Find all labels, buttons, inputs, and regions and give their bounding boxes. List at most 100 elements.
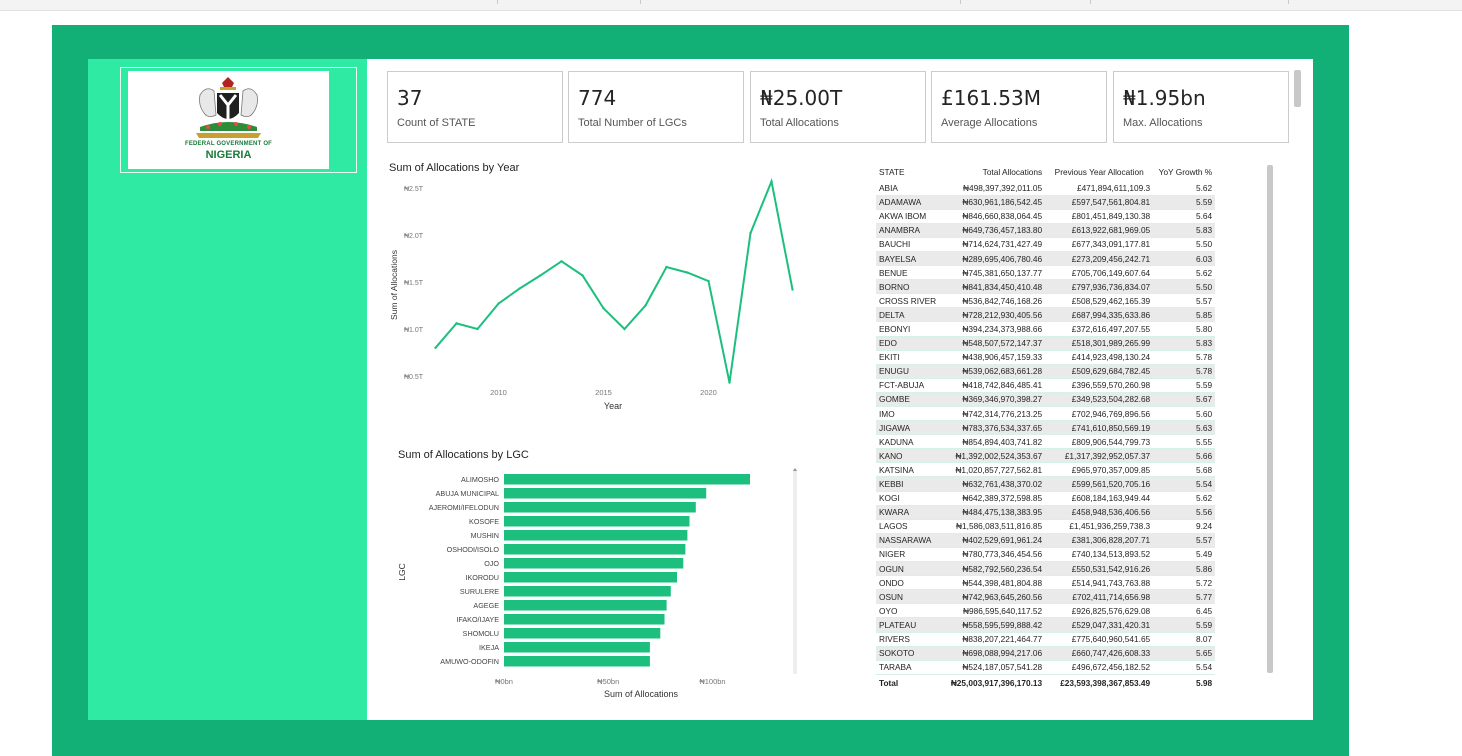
line-point[interactable] — [434, 346, 437, 349]
table-row[interactable]: ADAMAWA ₦630,961,186,542.45 £597,547,561,8… — [876, 195, 1216, 210]
table-row[interactable]: EDO ₦548,507,572,147.37 £518,301,989,265.9… — [876, 336, 1216, 351]
line-point[interactable] — [623, 327, 626, 331]
cell-total-allocations: ₦402,529,691,961.24 — [939, 533, 1046, 548]
kpi-card-max-allocations[interactable]: ₦1.95bn Max. Allocations — [1113, 71, 1289, 143]
table-row[interactable]: KOGI ₦642,389,372,598.85 £608,184,163,949.… — [876, 491, 1216, 506]
table-row[interactable]: EKITI ₦438,906,457,159.33 £414,923,498,130… — [876, 350, 1216, 365]
table-row[interactable]: BAYELSA ₦289,695,406,780.46 £273,209,456,2… — [876, 251, 1216, 267]
line-point[interactable] — [518, 287, 521, 290]
bar-chart-scrollbar[interactable] — [793, 471, 797, 674]
bar[interactable] — [504, 502, 696, 513]
kpi-card-total-allocations[interactable]: ₦25.00T Total Allocations — [750, 71, 926, 143]
table-row[interactable]: ONDO ₦544,398,481,804.88 £514,941,743,763.… — [876, 575, 1216, 591]
bar[interactable] — [504, 614, 665, 625]
total-allocations: ₦25,003,917,396,170.13 — [939, 673, 1046, 691]
column-header-state[interactable]: STATE — [879, 167, 905, 177]
scroll-up-icon[interactable] — [792, 468, 798, 471]
table-row[interactable]: NIGER ₦780,773,346,454.56 £740,134,513,893… — [876, 547, 1216, 563]
table-row[interactable]: DELTA ₦728,212,930,405.56 £687,994,335,633… — [876, 307, 1216, 323]
line-point[interactable] — [539, 274, 542, 277]
line-series[interactable] — [434, 178, 794, 383]
line-point[interactable] — [770, 180, 773, 183]
cell-previous-year: £599,561,520,705.16 — [1045, 476, 1154, 492]
bar-chart[interactable]: ALIMOSHO ABUJA MUNICIPAL AJEROMI/IFELODUN K… — [385, 466, 790, 702]
line-chart[interactable]: ₦0.5T ₦1.0T ₦1.5T ₦2.0T ₦2.5T 2010 2015 2020 Y… — [385, 178, 805, 416]
table-row[interactable]: KANO ₦1,392,002,524,353.67 £1,317,392,952,… — [876, 448, 1216, 464]
table-row[interactable]: OYO ₦986,595,640,117.52 £926,825,576,629.0… — [876, 603, 1216, 619]
table-row[interactable]: ENUGU ₦539,062,683,661.28 £509,629,684,782… — [876, 364, 1216, 379]
column-header-previous-year[interactable]: Previous Year Allocation — [1054, 167, 1144, 177]
table-row[interactable]: CROSS RIVER ₦536,842,746,168.26 £508,529,4… — [876, 293, 1216, 309]
bar[interactable] — [504, 516, 690, 527]
cell-yoy-growth: 5.78 — [1153, 350, 1216, 365]
cell-total-allocations: ₦524,187,057,541.28 — [939, 660, 1046, 675]
table-row[interactable]: TARABA ₦524,187,057,541.28 £496,672,456,18… — [876, 660, 1216, 675]
cell-previous-year: £509,629,684,782.45 — [1045, 364, 1154, 379]
bar[interactable] — [504, 600, 667, 611]
bar[interactable] — [504, 544, 686, 555]
line-point[interactable] — [455, 322, 458, 325]
bar[interactable] — [504, 572, 677, 583]
bar[interactable] — [504, 474, 750, 485]
table-scrollbar[interactable] — [1267, 165, 1273, 673]
table-row[interactable]: GOMBE ₦369,346,970,398.27 £349,523,504,282… — [876, 392, 1216, 408]
table-row[interactable]: KATSINA ₦1,020,857,727,562.81 £965,970,357… — [876, 462, 1216, 478]
bar[interactable] — [504, 530, 688, 541]
table-row[interactable]: FCT-ABUJA ₦418,742,846,485.41 £396,559,570… — [876, 378, 1216, 393]
line-point[interactable] — [560, 260, 563, 263]
cell-yoy-growth: 5.54 — [1153, 476, 1216, 492]
line-x-axis-label: Year — [604, 401, 622, 411]
line-point[interactable] — [644, 304, 647, 307]
table-row[interactable]: ABIA ₦498,397,392,011.05 £471,894,611,109.… — [876, 181, 1216, 196]
table-row[interactable]: KADUNA ₦854,894,403,741.82 £809,906,544,79… — [876, 434, 1216, 450]
line-point[interactable] — [707, 279, 710, 283]
bar[interactable] — [504, 642, 650, 653]
bar[interactable] — [504, 488, 707, 499]
line-point[interactable] — [749, 231, 752, 235]
table-row[interactable]: KEBBI ₦632,761,438,370.02 £599,561,520,705… — [876, 476, 1216, 492]
cell-previous-year: £705,706,149,607.64 — [1045, 265, 1154, 281]
table-row[interactable]: BAUCHI ₦714,624,731,427.49 £677,343,091,17… — [876, 237, 1216, 252]
cell-state: ADAMAWA — [876, 195, 940, 210]
line-point[interactable] — [602, 307, 605, 310]
line-point[interactable] — [791, 288, 794, 291]
bar[interactable] — [504, 586, 671, 597]
bar[interactable] — [504, 656, 650, 667]
table-row[interactable]: BORNO ₦841,834,450,410.48 £797,936,736,834… — [876, 279, 1216, 295]
line-point[interactable] — [476, 327, 479, 331]
table-row[interactable]: OGUN ₦582,792,560,236.54 £550,531,542,916.… — [876, 561, 1216, 577]
line-point[interactable] — [497, 302, 500, 305]
table-row[interactable]: LAGOS ₦1,586,083,511,816.85 £1,451,936,259… — [876, 519, 1216, 534]
cell-yoy-growth: 8.07 — [1153, 632, 1216, 647]
cell-previous-year: £414,923,498,130.24 — [1045, 350, 1154, 365]
table-row[interactable]: JIGAWA ₦783,376,534,337.65 £741,610,850,56… — [876, 420, 1216, 436]
table-row[interactable]: ANAMBRA ₦649,736,457,183.80 £613,922,681,9… — [876, 223, 1216, 238]
kpi-card-total-lgcs[interactable]: 774 Total Number of LGCs — [568, 71, 744, 143]
table-row[interactable]: SOKOTO ₦698,088,994,217.06 £660,747,426,60… — [876, 646, 1216, 661]
cell-yoy-growth: 6.45 — [1153, 603, 1216, 619]
line-point[interactable] — [665, 265, 668, 269]
table-row[interactable]: EBONYI ₦394,234,373,988.66 £372,616,497,20… — [876, 321, 1216, 337]
table-row[interactable]: KWARA ₦484,475,138,383.95 £458,948,536,406… — [876, 505, 1216, 520]
table-row[interactable]: RIVERS ₦838,207,221,464.77 £775,640,960,54… — [876, 632, 1216, 647]
line-point[interactable] — [686, 271, 689, 274]
logo: FEDERAL GOVERNMENT OF NIGERIA — [128, 71, 329, 169]
line-point[interactable] — [728, 381, 731, 384]
table-row[interactable]: IMO ₦742,314,776,213.25 £702,946,769,896.5… — [876, 406, 1216, 422]
table-row[interactable]: OSUN ₦742,963,645,260.56 £702,411,714,656.… — [876, 589, 1216, 605]
table-row[interactable]: BENUE ₦745,381,650,137.77 £705,706,149,607… — [876, 265, 1216, 281]
bar[interactable] — [504, 558, 684, 569]
table-row[interactable]: NASSARAWA ₦402,529,691,961.24 £381,306,828… — [876, 533, 1216, 548]
kpi-card-count-state[interactable]: 37 Count of STATE — [387, 71, 563, 143]
table-row[interactable]: AKWA IBOM ₦846,660,838,064.45 £801,451,849… — [876, 209, 1216, 224]
column-header-yoy-growth[interactable]: YoY Growth % — [1158, 167, 1213, 177]
table-row[interactable]: PLATEAU ₦558,595,599,888.42 £529,047,331,4… — [876, 617, 1216, 633]
column-header-total-allocations[interactable]: Total Allocations — [982, 167, 1043, 177]
cell-total-allocations: ₦544,398,481,804.88 — [939, 575, 1046, 591]
bar[interactable] — [504, 628, 661, 639]
cards-scrollbar[interactable] — [1294, 70, 1301, 107]
kpi-card-average-allocations[interactable]: £161.53M Average Allocations — [931, 71, 1107, 143]
line-point[interactable] — [581, 274, 584, 277]
allocations-table-visual[interactable]: STATE Total Allocations Previous Year Al… — [876, 163, 1218, 703]
cell-state: NIGER — [876, 547, 940, 563]
